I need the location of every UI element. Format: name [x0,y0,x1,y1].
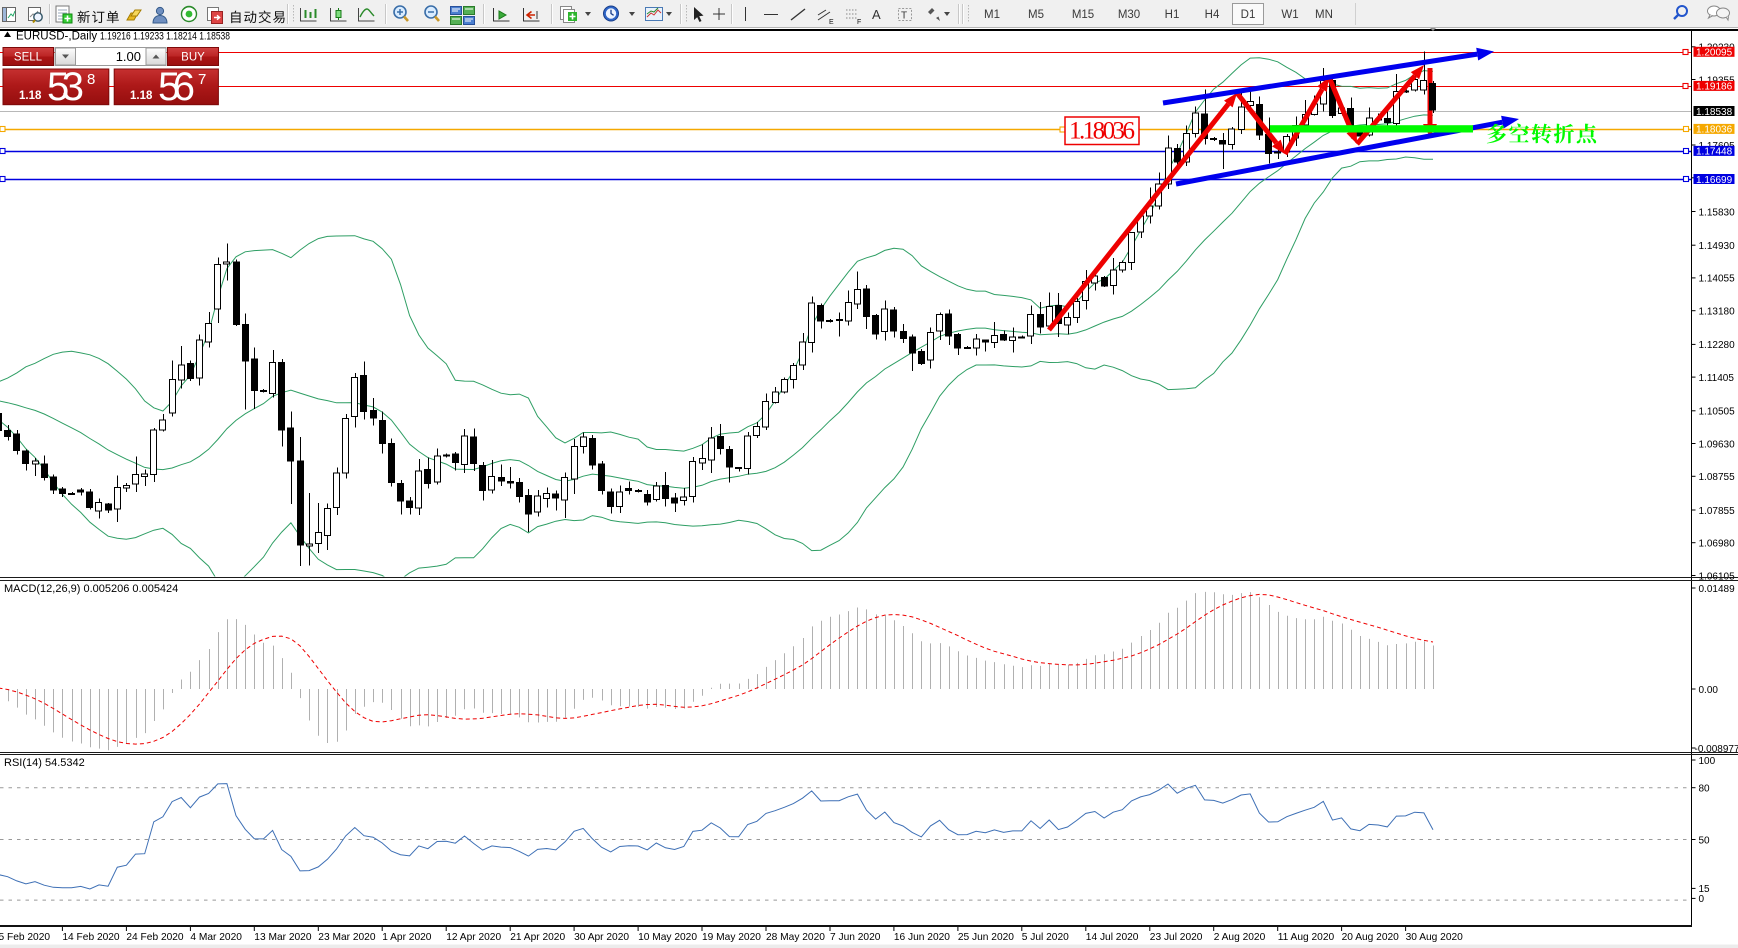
svg-text:2 Aug 2020: 2 Aug 2020 [1214,932,1266,943]
svg-text:25 Jun 2020: 25 Jun 2020 [958,932,1014,943]
svg-text:1.13180: 1.13180 [1699,307,1736,318]
svg-text:1.11405: 1.11405 [1699,373,1735,384]
svg-text:1.19216 1.19233 1.18214 1.1853: 1.19216 1.19233 1.18214 1.18538 [100,31,230,43]
svg-text:30 Aug 2020: 30 Aug 2020 [1406,932,1464,943]
svg-text:1.19186: 1.19186 [1696,82,1733,93]
svg-text:28 May 2020: 28 May 2020 [766,932,825,943]
svg-text:80: 80 [1699,784,1711,795]
svg-text:53: 53 [47,65,84,109]
svg-text:1.12280: 1.12280 [1699,340,1736,351]
svg-text:1.06105: 1.06105 [1699,571,1736,582]
svg-text:12 Apr 2020: 12 Apr 2020 [446,932,501,943]
svg-text:1.14055: 1.14055 [1699,274,1736,285]
svg-text:1.14930: 1.14930 [1699,241,1736,252]
svg-text:W1: W1 [1281,9,1298,21]
svg-text:50: 50 [1699,835,1711,846]
svg-text:5 Jul 2020: 5 Jul 2020 [1022,932,1069,943]
svg-text:0: 0 [1699,894,1705,905]
svg-text:13 Mar 2020: 13 Mar 2020 [254,932,312,943]
svg-text:0.01489: 0.01489 [1699,584,1736,595]
svg-text:30 Apr 2020: 30 Apr 2020 [574,932,629,943]
svg-text:1.09630: 1.09630 [1699,439,1736,450]
svg-text:56: 56 [158,65,195,109]
svg-text:1 Apr 2020: 1 Apr 2020 [382,932,432,943]
svg-text:M5: M5 [1028,9,1044,21]
svg-text:4 Mar 2020: 4 Mar 2020 [190,932,242,943]
svg-text:MN: MN [1315,9,1333,21]
svg-text:21 Apr 2020: 21 Apr 2020 [510,932,565,943]
svg-text:EURUSD-,Daily: EURUSD-,Daily [16,31,97,43]
svg-text:1.18036: 1.18036 [1696,125,1733,136]
svg-text:15: 15 [1699,884,1711,895]
svg-text:20 Aug 2020: 20 Aug 2020 [1342,932,1400,943]
svg-text:24 Feb 2020: 24 Feb 2020 [126,932,184,943]
svg-text:1.10505: 1.10505 [1699,407,1736,418]
svg-text:10 May 2020: 10 May 2020 [638,932,697,943]
svg-text:T: T [901,11,907,22]
svg-text:1.08755: 1.08755 [1699,472,1736,483]
svg-text:RSI(14) 54.5342: RSI(14) 54.5342 [4,757,85,769]
svg-text:1.18036: 1.18036 [1069,118,1135,145]
svg-text:1.17448: 1.17448 [1696,147,1733,158]
svg-text:1.18538: 1.18538 [1696,107,1733,118]
svg-text:16 Jun 2020: 16 Jun 2020 [894,932,950,943]
svg-text:D1: D1 [1241,9,1256,21]
svg-text:23 Jul 2020: 23 Jul 2020 [1150,932,1203,943]
svg-text:1.16699: 1.16699 [1696,175,1733,186]
svg-text:11 Aug 2020: 11 Aug 2020 [1278,932,1335,943]
svg-text:1.18: 1.18 [130,90,153,102]
svg-text:14 Feb 2020: 14 Feb 2020 [62,932,120,943]
svg-text:-0.008977: -0.008977 [1695,744,1738,755]
svg-text:1.06980: 1.06980 [1699,539,1736,550]
svg-text:1.00: 1.00 [116,49,141,64]
svg-text:23 Mar 2020: 23 Mar 2020 [318,932,376,943]
svg-text:1.15830: 1.15830 [1699,207,1736,218]
svg-text:1.20095: 1.20095 [1696,48,1733,59]
svg-text:M15: M15 [1072,9,1094,21]
svg-text:A: A [872,7,881,22]
svg-text:SELL: SELL [14,52,43,64]
svg-text:14 Jul 2020: 14 Jul 2020 [1086,932,1139,943]
svg-text:19 May 2020: 19 May 2020 [702,932,761,943]
svg-text:M1: M1 [984,9,1000,21]
svg-text:8: 8 [87,71,95,88]
svg-text:M30: M30 [1118,9,1140,21]
svg-text:1.07855: 1.07855 [1699,506,1736,517]
svg-text:E: E [829,19,834,26]
svg-text:5 Feb 2020: 5 Feb 2020 [0,932,50,943]
svg-text:7 Jun 2020: 7 Jun 2020 [830,932,881,943]
svg-text:100: 100 [1699,756,1716,767]
svg-text:BUY: BUY [181,52,205,64]
svg-text:1.19355: 1.19355 [1699,75,1736,86]
svg-text:H1: H1 [1165,9,1180,21]
svg-text:0.00: 0.00 [1699,685,1719,696]
svg-text:1.18: 1.18 [19,90,42,102]
svg-text:7: 7 [198,71,206,88]
svg-text:MACD(12,26,9) 0.005206 0.00542: MACD(12,26,9) 0.005206 0.005424 [4,583,178,595]
svg-text:H4: H4 [1205,9,1220,21]
svg-text:F: F [857,19,861,26]
